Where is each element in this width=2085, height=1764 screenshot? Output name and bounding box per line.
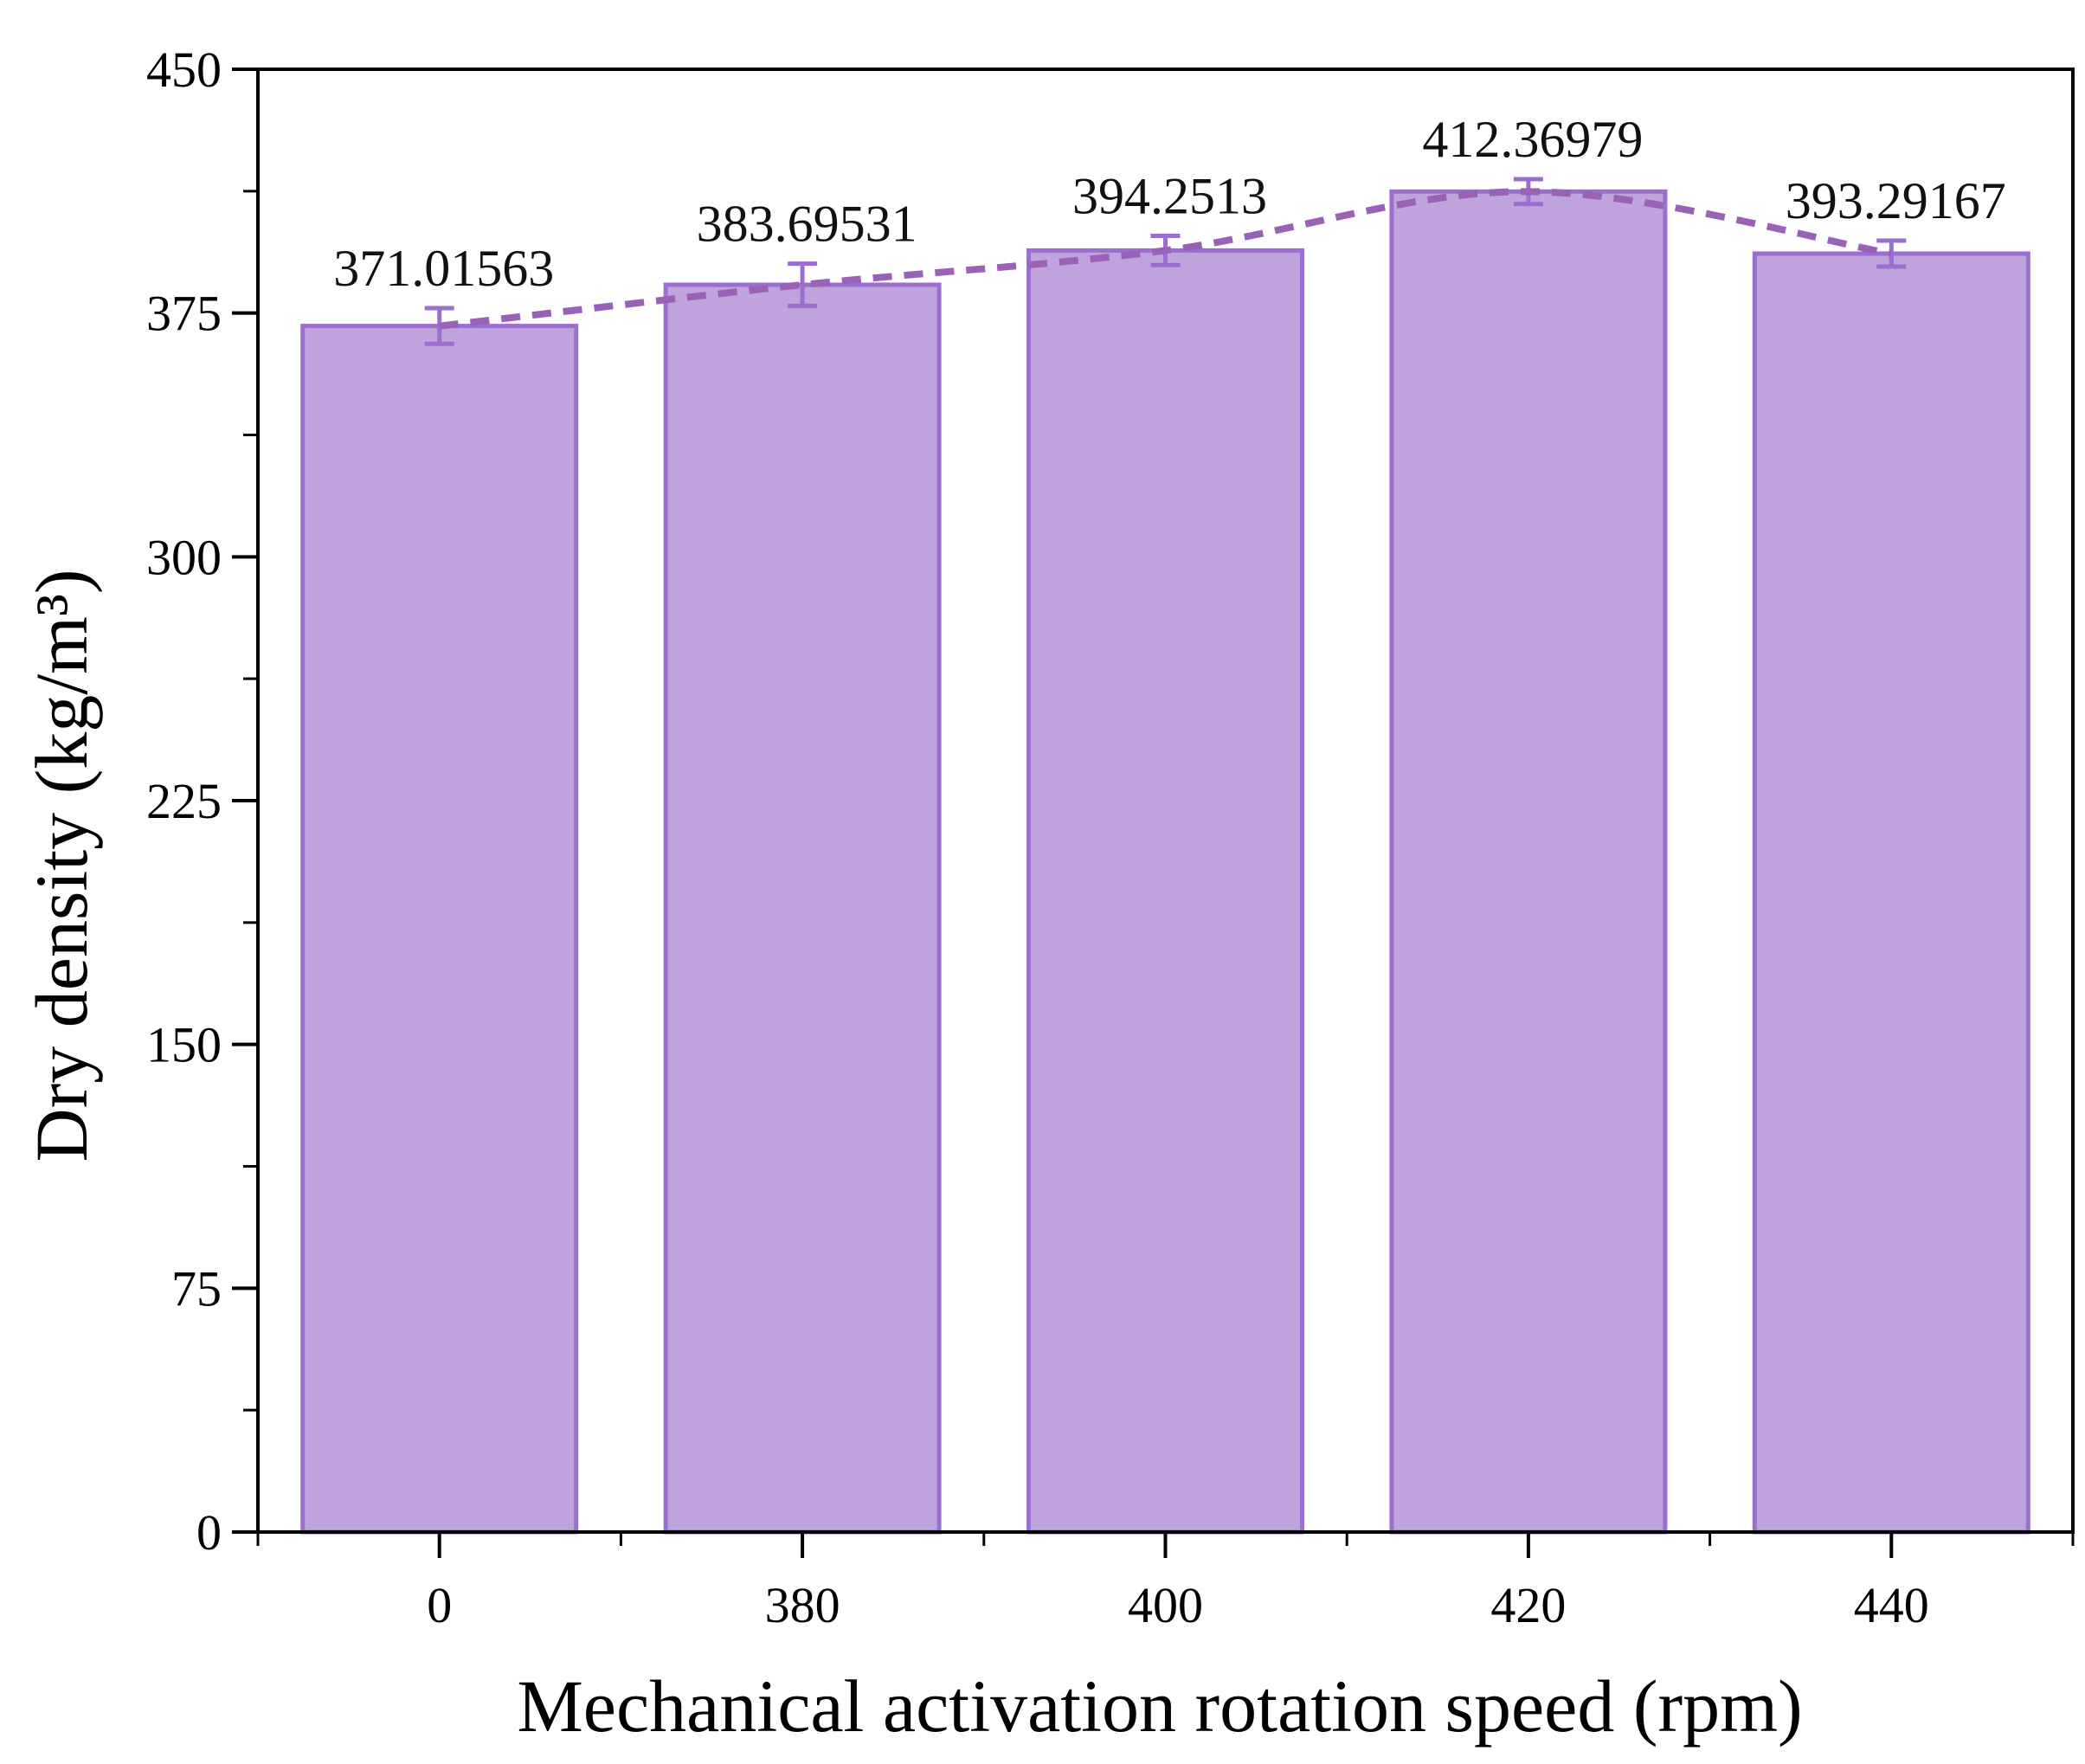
bar-440 — [1752, 251, 2030, 1535]
data-label-420: 412.36979 — [1422, 111, 1643, 168]
bar-0 — [300, 324, 579, 1535]
data-labels-group: 371.01563 383.69531 394.2513 412.36979 393.2… — [333, 111, 2006, 297]
y-tick-label-0: 0 — [196, 1504, 222, 1561]
y-axis-title: Dry density (kg/m³) — [20, 569, 103, 1162]
data-label-380: 383.69531 — [697, 196, 917, 253]
y-tick-label-300: 300 — [146, 529, 222, 585]
bars-group — [300, 189, 2030, 1535]
error-bar-380 — [788, 261, 818, 308]
trend-line — [439, 188, 1892, 330]
x-tick-label-440: 440 — [1854, 1577, 1929, 1633]
x-tick-label-0: 0 — [427, 1577, 452, 1633]
y-tick-label-75: 75 — [171, 1260, 222, 1317]
y-ticks-group: 0 75 150 225 300 375 450 — [146, 42, 258, 1561]
bar-380 — [663, 282, 942, 1535]
data-label-440: 393.29167 — [1786, 172, 2006, 229]
bar-420 — [1389, 189, 1668, 1535]
y-tick-label-375: 375 — [146, 286, 222, 342]
x-ticks-group: 0 380 400 420 440 — [256, 1532, 2075, 1633]
y-tick-label-150: 150 — [146, 1017, 222, 1073]
data-label-0: 371.01563 — [333, 240, 554, 297]
x-tick-label-380: 380 — [765, 1577, 840, 1633]
y-tick-label-225: 225 — [146, 773, 222, 829]
bar-400 — [1026, 248, 1304, 1535]
data-label-400: 394.2513 — [1072, 167, 1267, 224]
y-tick-label-450: 450 — [146, 42, 222, 98]
x-tick-label-420: 420 — [1490, 1577, 1566, 1633]
x-axis-title: Mechanical activation rotation speed (rp… — [517, 1664, 1802, 1748]
trend-line-group — [439, 188, 1892, 330]
x-tick-label-400: 400 — [1128, 1577, 1203, 1633]
